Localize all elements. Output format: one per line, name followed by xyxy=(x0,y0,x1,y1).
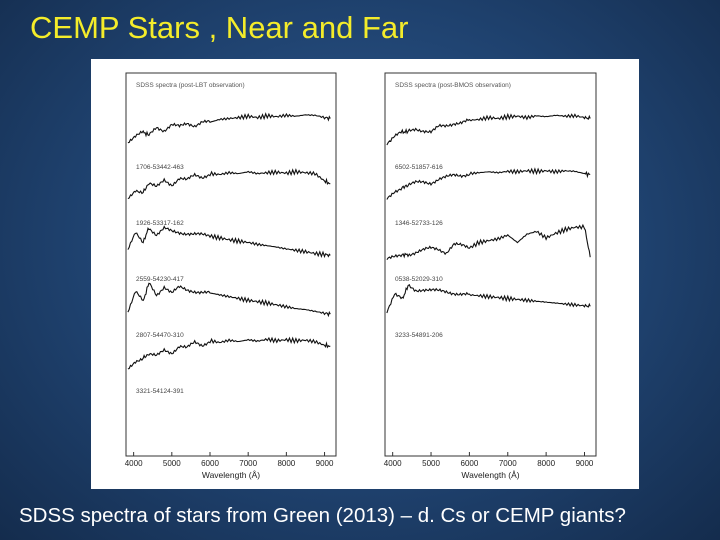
spectrum-line-3321-54124-391 xyxy=(127,336,331,370)
panel-2-x-axis-label: Wavelength (Å) xyxy=(461,470,519,480)
spectrum-line-1926-53317-162 xyxy=(127,168,331,200)
panel-1-xtick-label: 8000 xyxy=(277,459,295,468)
panel-2-title: SDSS spectra (post-BMOS observation) xyxy=(395,82,511,89)
spectrum-line-1706-53442-463 xyxy=(127,112,331,144)
spectrum-line-2807-54470-310 xyxy=(127,282,331,318)
spectrum-line-0538-52029-310 xyxy=(386,223,591,261)
spectra-figure: SDSS spectra (post-LBT observation) 4000 5… xyxy=(91,59,639,489)
panel-2-xtick-label: 5000 xyxy=(422,459,440,468)
panel-1-xtick-label: 9000 xyxy=(316,459,334,468)
panel-2-xtick-label: 9000 xyxy=(576,459,594,468)
panel-2-xtick-label: 8000 xyxy=(537,459,555,468)
panel-1-title: SDSS spectra (post-LBT observation) xyxy=(136,82,245,89)
panel-2-xtick-label: 7000 xyxy=(499,459,517,468)
slide-caption: SDSS spectra of stars from Green (2013) … xyxy=(19,504,626,527)
spectrum-line-2559-54230-417 xyxy=(127,225,331,259)
panel-1-xtick-label: 6000 xyxy=(201,459,219,468)
panel-1-x-axis-label: Wavelength (Å) xyxy=(202,470,260,480)
spectra-chart-svg: SDSS spectra (post-LBT observation) 4000 5… xyxy=(125,72,597,480)
panel-2-frame xyxy=(384,72,597,457)
spectrum-line-1346-52733-126 xyxy=(386,167,591,200)
spectrum-line-3233-54891-206 xyxy=(386,283,591,314)
panel-1-frame xyxy=(125,72,337,457)
panel-2-xtick-label: 6000 xyxy=(461,459,479,468)
spectrum-label-6502-51857-616: 6502-51857-616 xyxy=(395,164,443,171)
spectrum-label-2807-54470-310: 2807-54470-310 xyxy=(136,332,184,339)
spectrum-label-2559-54230-417: 2559-54230-417 xyxy=(136,276,184,283)
spectrum-label-3233-54891-206: 3233-54891-206 xyxy=(395,332,443,339)
spectrum-label-1926-53317-162: 1926-53317-162 xyxy=(136,220,184,227)
spectrum-label-0538-52029-310: 0538-52029-310 xyxy=(395,276,443,283)
slide-title: CEMP Stars , Near and Far xyxy=(30,10,409,45)
spectrum-label-3321-54124-391: 3321-54124-391 xyxy=(136,388,184,395)
panel-1-xtick-label: 4000 xyxy=(125,459,143,468)
panel-1-xtick-label: 7000 xyxy=(239,459,257,468)
spectrum-line-6502-51857-616 xyxy=(386,112,591,146)
panel-2-xtick-label: 4000 xyxy=(384,459,402,468)
spectrum-label-1706-53442-463: 1706-53442-463 xyxy=(136,164,184,171)
panel-1-xtick-label: 5000 xyxy=(163,459,181,468)
spectrum-label-1346-52733-126: 1346-52733-126 xyxy=(395,220,443,227)
